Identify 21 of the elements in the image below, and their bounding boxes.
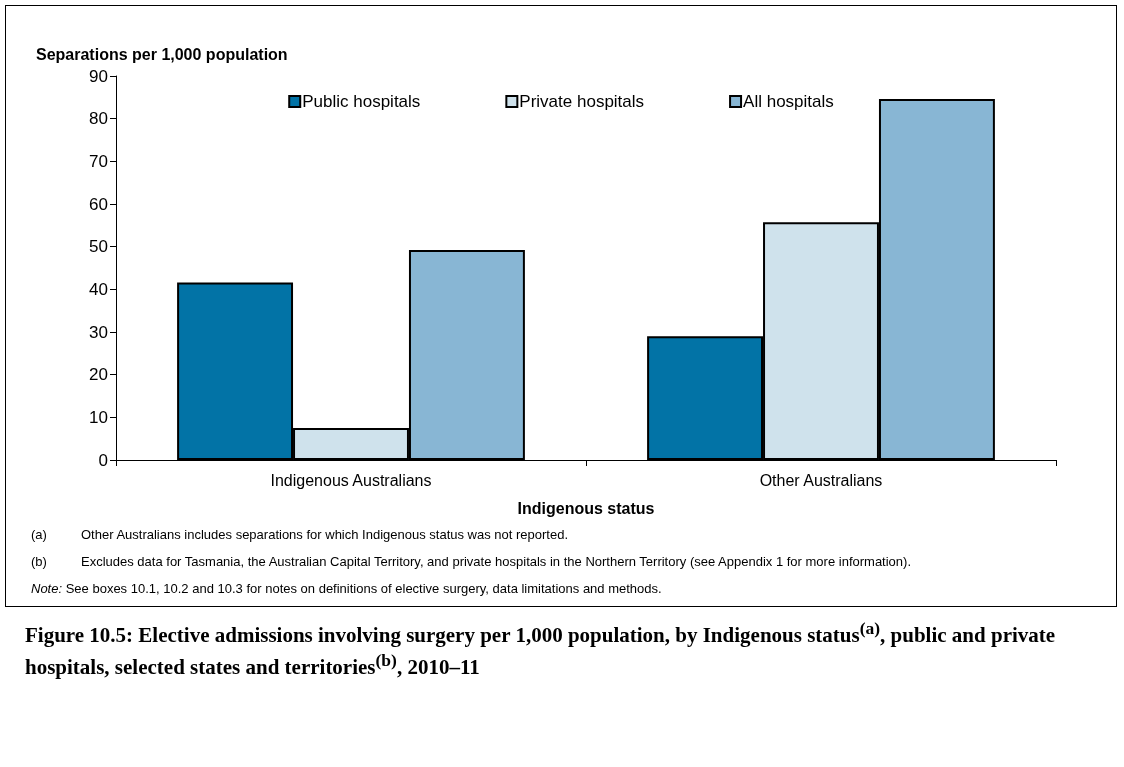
y-tick-label: 90: [89, 66, 108, 86]
y-tick-label: 0: [98, 450, 108, 470]
x-tick-label: Indigenous Australians: [270, 471, 432, 489]
text: (a) Other Australians includes separations for which Indigenous status was not reported.: [31, 527, 569, 542]
y-tick-label: 20: [89, 365, 108, 385]
chart-title: Figure 10.5: Elective admissions involving surgery per 1,000 population, by Indigenous status$^{(a)}$, public and private hospitals, selected states and territories$^{(b)}$, 2010–11: [25, 618, 1056, 679]
legend-label: All hospitals: [743, 92, 834, 111]
legend-label: Private hospitals: [519, 92, 645, 111]
x-axis-title: Indigenous status: [517, 499, 655, 517]
y-tick-label: 80: [89, 109, 108, 129]
y-axis-title: Separations per 1,000 population: [36, 45, 288, 63]
y-tick-label: 40: [89, 279, 108, 299]
text: (b) Excludes data for Tasmania, the Australian Capital Territory, and private hospitals in the Northern Territory (see Appendix 1 for more information).: [31, 554, 912, 569]
y-tick-label: 70: [89, 151, 108, 171]
x-tick-label: Other Australians: [759, 471, 883, 489]
y-tick-label: 10: [89, 407, 108, 427]
y-tick-label: 30: [89, 322, 108, 342]
text: Note: See boxes 10.1, 10.2 and 10.3 for notes on definitions of elective surgery, data limitations and methods.: [31, 580, 662, 597]
y-tick-label: 60: [89, 194, 108, 214]
legend-label: Public hospitals: [302, 92, 421, 111]
y-tick-label: 50: [89, 237, 108, 257]
